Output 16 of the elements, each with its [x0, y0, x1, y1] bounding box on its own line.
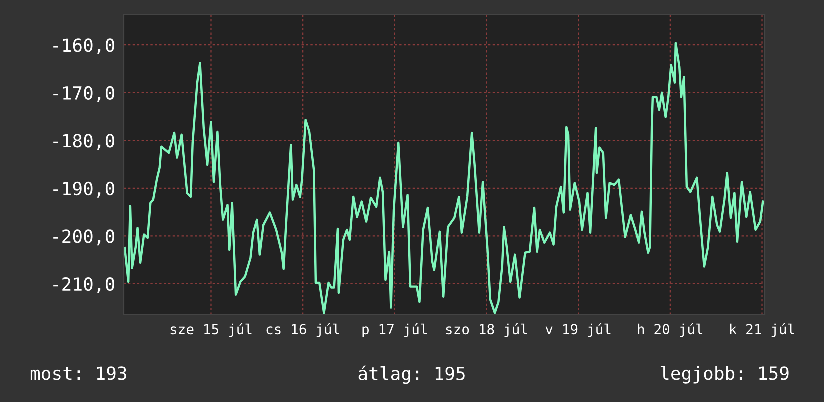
text: legjobb: 159	[660, 366, 789, 384]
x-tick-label: h 20 júl	[638, 323, 703, 338]
x-tick-label: p 17 júl	[362, 323, 428, 338]
x-tick-label: szo 18 júl	[446, 323, 528, 338]
x-tick-label: sze 15 júl	[170, 323, 252, 338]
x-tick-label: k 21 júl	[730, 323, 794, 338]
x-tick-label: cs 16 júl	[266, 323, 340, 338]
y-tick-label: -200,0	[54, 230, 114, 246]
y-tick-label: -190,0	[54, 182, 114, 198]
y-tick-label: -180,0	[54, 134, 114, 150]
y-tick-label: -170,0	[54, 86, 114, 102]
text: most: 193	[30, 366, 126, 380]
text: átlag: 195	[358, 366, 465, 384]
x-tick-label: v 19 júl	[546, 323, 611, 338]
y-tick-label: -160,0	[54, 38, 114, 55]
y-tick-label: -210,0	[54, 277, 114, 294]
